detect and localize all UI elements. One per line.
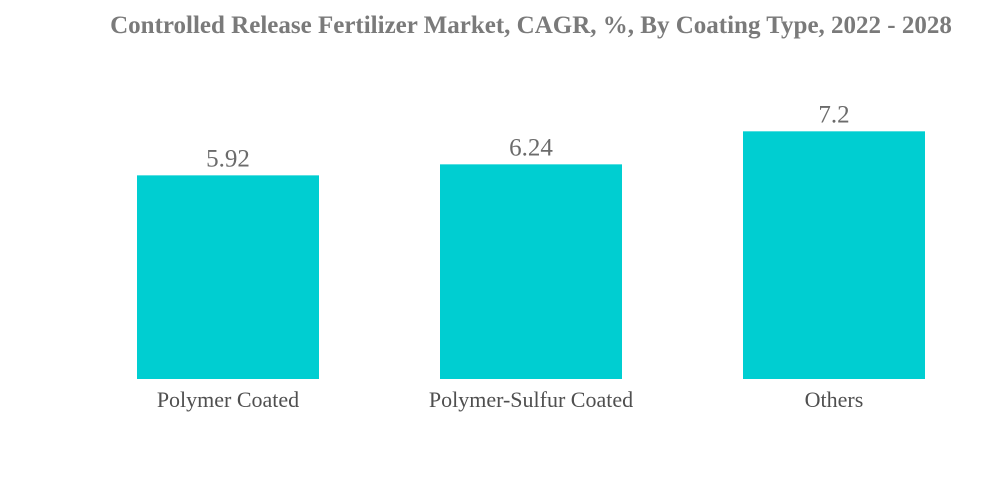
bar-others: [743, 131, 925, 379]
value-label-others: 7.2: [818, 101, 849, 128]
bar-polymer-coated: [137, 175, 319, 379]
value-labels-group: 5.92 6.24 7.2: [206, 101, 850, 172]
bar-polymer-sulfur-coated: [440, 164, 622, 379]
category-labels-group: Polymer Coated Polymer-Sulfur Coated Other…: [157, 387, 864, 412]
bars-group: [137, 131, 925, 379]
value-label-polymer-coated: 5.92: [206, 145, 250, 172]
category-label-others: Others: [805, 387, 864, 412]
value-label-polymer-sulfur-coated: 6.24: [509, 134, 553, 161]
category-label-polymer-sulfur-coated: Polymer-Sulfur Coated: [429, 387, 633, 412]
category-label-polymer-coated: Polymer Coated: [157, 387, 299, 412]
chart-title: Controlled Release Fertilizer Market, CA…: [110, 12, 952, 39]
